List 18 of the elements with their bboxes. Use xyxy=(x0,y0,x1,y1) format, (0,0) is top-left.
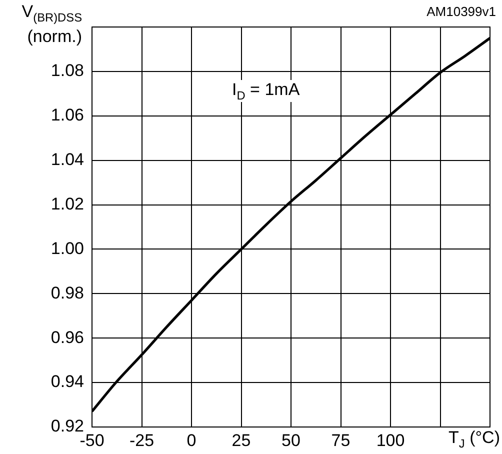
y-tick-label: 1.08 xyxy=(50,61,84,80)
x-tick-label: 100 xyxy=(376,430,405,450)
x-tick-label: 50 xyxy=(282,430,300,450)
x-tick-label: 75 xyxy=(331,430,350,450)
y-tick-label: 1.02 xyxy=(50,194,84,214)
x-tick-label: 0 xyxy=(186,430,196,450)
annotation: I$_{D}$ = 1mA xyxy=(228,80,304,102)
x-tick-label: -25 xyxy=(129,430,154,450)
x-tick-label: 25 xyxy=(232,430,251,450)
y-axis-title: V$_{(BR)DSS}$ (norm.) xyxy=(20,2,82,46)
y-tick-label: 1.00 xyxy=(50,238,84,258)
x-axis-title: T$_{J}$ (°C) xyxy=(448,428,500,450)
text: AM10399v1 xyxy=(426,4,496,19)
y-tick-label: 0.98 xyxy=(50,283,84,302)
y-tick-label: 1.04 xyxy=(50,150,84,170)
y-tick-label: 1.06 xyxy=(50,106,84,125)
y-tick-label: 0.96 xyxy=(50,328,84,347)
y-tick-label: 0.94 xyxy=(50,372,84,392)
